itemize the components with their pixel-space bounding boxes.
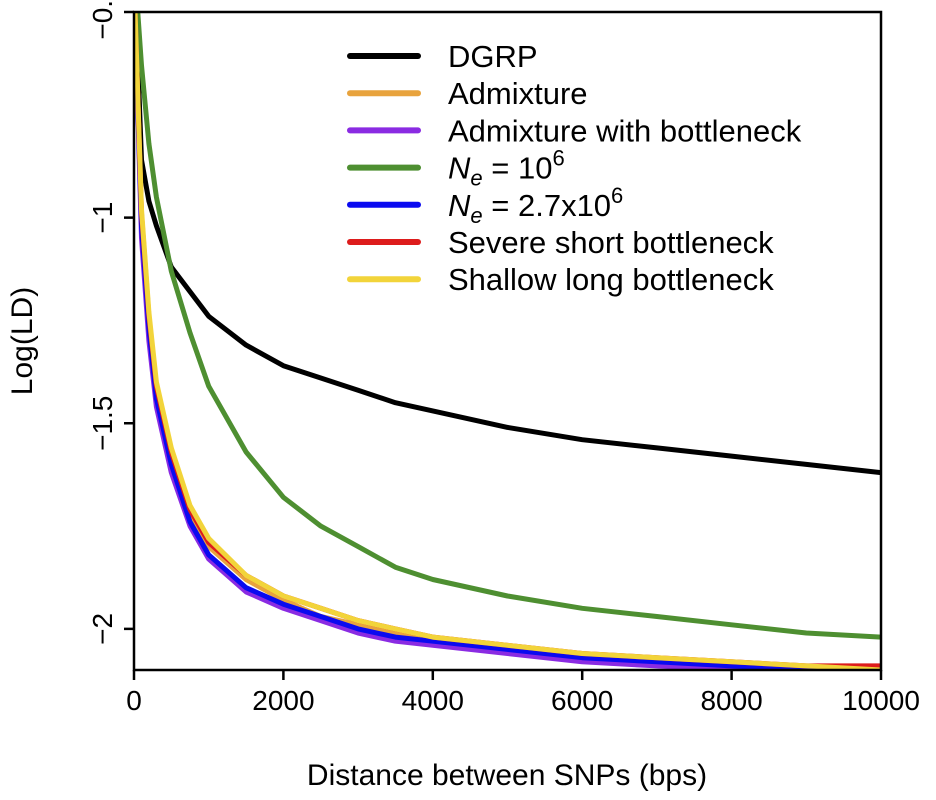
series-line-4 (134, 12, 852, 670)
y-axis-title: Log(LD) (6, 287, 39, 395)
legend-label-5: Severe short bottleneck (448, 225, 774, 260)
y-axis: −0.5 −1 −1.5 −2 (87, 0, 134, 645)
legend-label-2: Admixture with bottleneck (448, 113, 802, 148)
series-line-0 (134, 12, 881, 476)
legend-label-1: Admixture (448, 76, 588, 111)
x-tick-label-2: 4000 (402, 685, 464, 716)
x-axis-title: Distance between SNPs (bps) (307, 759, 707, 792)
x-axis: 0 2000 4000 6000 8000 10000 (126, 670, 920, 716)
plot-frame (132, 10, 883, 672)
y-tick-label-0: −0.5 (87, 0, 118, 40)
series-line-3 (135, 12, 881, 640)
series-line-6 (134, 12, 881, 670)
y-tick-label-3: −2 (87, 613, 118, 645)
x-tick-label-3: 6000 (551, 685, 613, 716)
x-tick-label-0: 0 (126, 685, 142, 716)
x-tick-label-5: 10000 (842, 685, 920, 716)
y-tick-label-1: −1 (87, 202, 118, 234)
legend-label-6: Shallow long bottleneck (448, 262, 774, 297)
x-tick-label-4: 8000 (700, 685, 762, 716)
series-layer (134, 12, 881, 670)
legend-label-4: Ne = 2.7x106 (448, 183, 623, 228)
x-tick-label-1: 2000 (252, 685, 314, 716)
legend-label-0: DGRP (448, 39, 538, 74)
y-tick-label-2: −1.5 (87, 396, 118, 451)
legend-label-3: Ne = 106 (448, 146, 565, 191)
